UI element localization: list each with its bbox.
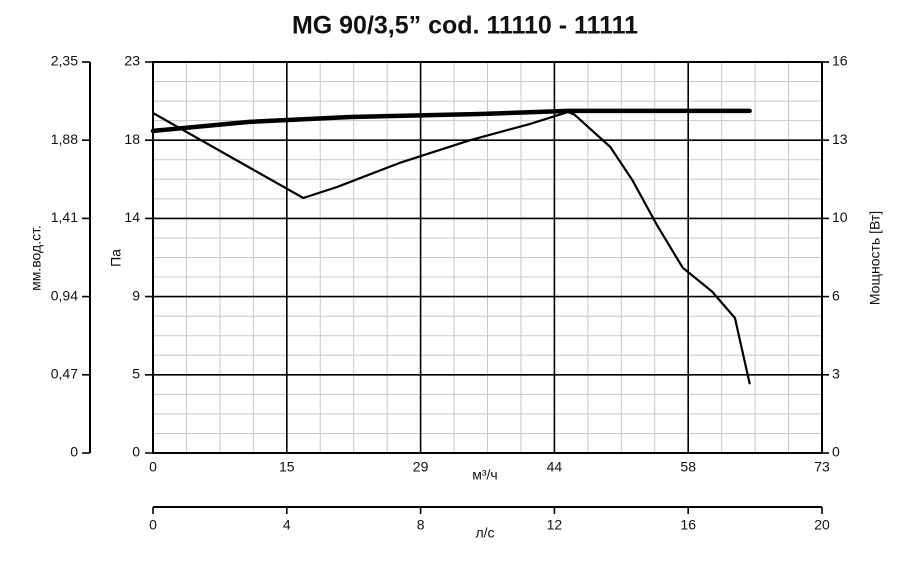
y2-tick-label: 3 <box>832 366 840 382</box>
y-axis-title: Па <box>108 249 124 267</box>
y-tick-label: 9 <box>132 287 140 303</box>
y-tick-label: 5 <box>132 366 140 382</box>
y-tick-label: 23 <box>124 53 140 69</box>
x2-tick-label: 4 <box>283 517 291 533</box>
chart-title: MG 90/3,5” cod. 11110 - 11111 <box>292 12 638 40</box>
x2-tick-label: 12 <box>547 517 563 533</box>
y2-tick-label: 10 <box>832 209 848 225</box>
x-tick-label: 58 <box>680 459 696 475</box>
y3-tick-label: 2,35 <box>51 53 78 69</box>
y3-tick-label: 1,88 <box>51 131 78 147</box>
y3-tick-label: 0,47 <box>51 366 78 382</box>
x2-axis-title: л/с <box>475 525 494 541</box>
pressure-line <box>151 110 751 385</box>
y-tick-label: 18 <box>124 131 140 147</box>
x-tick-label: 0 <box>149 459 157 475</box>
y2-tick-label: 6 <box>832 287 840 303</box>
x2-tick-label: 20 <box>814 517 830 533</box>
y3-axis-title: мм.вод.ст. <box>28 225 44 291</box>
y3-tick-label: 0 <box>70 444 78 460</box>
x-tick-label: 29 <box>413 459 429 475</box>
y3-tick-label: 1,41 <box>51 209 78 225</box>
x-tick-label: 44 <box>547 459 563 475</box>
y-tick-label: 14 <box>124 209 140 225</box>
y2-axis-title: Мощность [Вт] <box>867 211 883 305</box>
x-axis-title: м³/ч <box>472 467 497 483</box>
x2-tick-label: 0 <box>149 517 157 533</box>
power-line <box>150 108 752 134</box>
x2-tick-label: 8 <box>417 517 425 533</box>
x-tick-label: 15 <box>279 459 295 475</box>
x-tick-label: 73 <box>814 459 830 475</box>
y2-tick-label: 0 <box>832 444 840 460</box>
y2-tick-label: 16 <box>832 53 848 69</box>
y3-tick-label: 0,94 <box>51 287 78 303</box>
y-tick-label: 0 <box>132 444 140 460</box>
x2-tick-label: 16 <box>680 517 696 533</box>
y2-tick-label: 13 <box>832 131 848 147</box>
plot-frame <box>152 61 823 454</box>
